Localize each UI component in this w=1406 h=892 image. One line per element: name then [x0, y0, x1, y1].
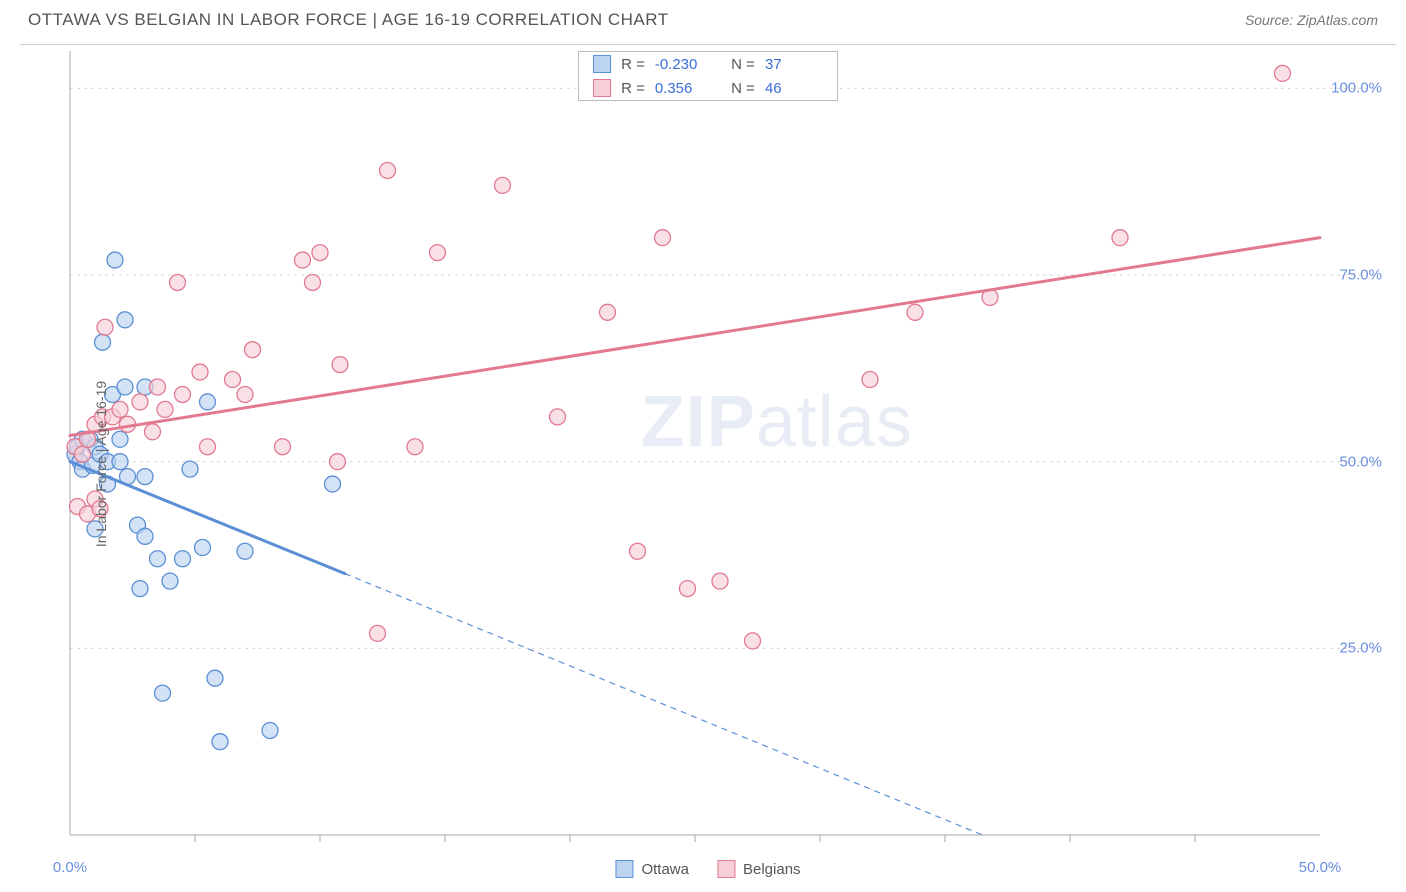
- series-legend: Ottawa Belgians: [615, 860, 800, 878]
- series-swatch: [593, 55, 611, 73]
- series-swatch: [593, 79, 611, 97]
- r-value: -0.230: [655, 56, 713, 73]
- r-label: R =: [621, 80, 645, 97]
- stats-row: R = -0.230 N = 37: [579, 52, 837, 76]
- y-tick-label: 50.0%: [1339, 453, 1382, 470]
- n-label: N =: [723, 80, 755, 97]
- chart-container: In Labor Force | Age 16-19 ZIPatlas R = …: [20, 44, 1396, 882]
- y-tick-label: 100.0%: [1331, 80, 1382, 97]
- y-axis-label: In Labor Force | Age 16-19: [93, 380, 109, 546]
- y-tick-label: 25.0%: [1339, 640, 1382, 657]
- correlation-scatter-chart: [20, 45, 1396, 883]
- legend-item: Belgians: [717, 860, 801, 878]
- stats-legend-box: R = -0.230 N = 37R = 0.356 N = 46: [578, 51, 838, 101]
- n-value: 37: [765, 56, 823, 73]
- legend-item: Ottawa: [615, 860, 689, 878]
- header: OTTAWA VS BELGIAN IN LABOR FORCE | AGE 1…: [0, 0, 1406, 38]
- legend-label: Belgians: [743, 861, 801, 878]
- x-tick-label: 0.0%: [53, 859, 87, 876]
- n-label: N =: [723, 56, 755, 73]
- series-swatch: [717, 860, 735, 878]
- series-swatch: [615, 860, 633, 878]
- legend-label: Ottawa: [641, 861, 689, 878]
- chart-title: OTTAWA VS BELGIAN IN LABOR FORCE | AGE 1…: [28, 10, 669, 30]
- y-tick-label: 75.0%: [1339, 267, 1382, 284]
- r-label: R =: [621, 56, 645, 73]
- r-value: 0.356: [655, 80, 713, 97]
- source-label: Source: ZipAtlas.com: [1245, 12, 1378, 28]
- x-tick-label: 50.0%: [1299, 859, 1342, 876]
- stats-row: R = 0.356 N = 46: [579, 76, 837, 100]
- n-value: 46: [765, 80, 823, 97]
